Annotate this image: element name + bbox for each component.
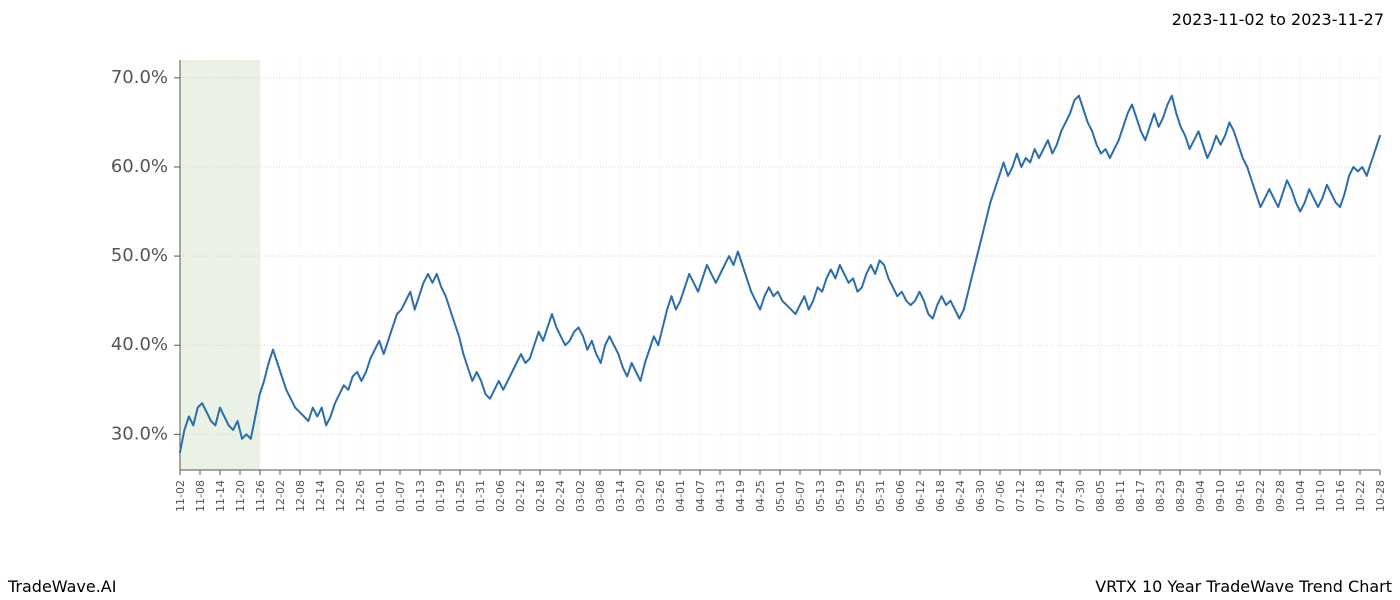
svg-text:04-01: 04-01 <box>674 480 687 512</box>
svg-text:04-25: 04-25 <box>754 480 767 512</box>
svg-text:07-24: 07-24 <box>1054 480 1067 512</box>
svg-text:07-30: 07-30 <box>1074 480 1087 512</box>
svg-text:02-24: 02-24 <box>554 480 567 512</box>
svg-text:01-01: 01-01 <box>374 480 387 512</box>
svg-text:08-05: 08-05 <box>1094 480 1107 512</box>
svg-text:01-19: 01-19 <box>434 480 447 512</box>
svg-text:01-31: 01-31 <box>474 480 487 512</box>
svg-text:10-04: 10-04 <box>1294 480 1307 512</box>
svg-text:09-22: 09-22 <box>1254 480 1267 512</box>
svg-text:12-26: 12-26 <box>354 480 367 512</box>
svg-text:07-18: 07-18 <box>1034 480 1047 512</box>
svg-text:10-22: 10-22 <box>1354 480 1367 512</box>
svg-text:09-04: 09-04 <box>1194 480 1207 512</box>
svg-text:01-07: 01-07 <box>394 480 407 512</box>
svg-text:03-02: 03-02 <box>574 480 587 512</box>
svg-text:06-30: 06-30 <box>974 480 987 512</box>
svg-text:09-10: 09-10 <box>1214 480 1227 512</box>
svg-text:12-14: 12-14 <box>314 480 327 512</box>
svg-text:04-19: 04-19 <box>734 480 747 512</box>
trend-chart: 30.0% 40.0% 50.0% 60.0% 70.0% 11-02 11-08 11-14… <box>0 40 1400 560</box>
svg-text:60.0%: 60.0% <box>111 156 168 177</box>
svg-text:11-14: 11-14 <box>214 480 227 512</box>
svg-text:08-29: 08-29 <box>1174 480 1187 512</box>
svg-text:02-06: 02-06 <box>494 480 507 512</box>
svg-text:06-18: 06-18 <box>934 480 947 512</box>
svg-text:11-26: 11-26 <box>254 480 267 512</box>
svg-text:05-01: 05-01 <box>774 480 787 512</box>
svg-text:40.0%: 40.0% <box>111 334 168 355</box>
svg-text:11-08: 11-08 <box>194 480 207 512</box>
svg-text:06-24: 06-24 <box>954 480 967 512</box>
svg-text:04-07: 04-07 <box>694 480 707 512</box>
svg-text:12-02: 12-02 <box>274 480 287 512</box>
chart-container: 30.0% 40.0% 50.0% 60.0% 70.0% 11-02 11-08 11-14… <box>0 40 1400 560</box>
svg-text:10-16: 10-16 <box>1334 480 1347 512</box>
svg-text:03-08: 03-08 <box>594 480 607 512</box>
chart-title: VRTX 10 Year TradeWave Trend Chart <box>1095 577 1392 596</box>
svg-text:10-28: 10-28 <box>1374 480 1387 512</box>
svg-text:12-08: 12-08 <box>294 480 307 512</box>
svg-text:07-12: 07-12 <box>1014 480 1027 512</box>
svg-text:06-06: 06-06 <box>894 480 907 512</box>
date-range-label: 2023-11-02 to 2023-11-27 <box>1172 10 1384 29</box>
svg-text:11-02: 11-02 <box>174 480 187 512</box>
svg-text:50.0%: 50.0% <box>111 245 168 266</box>
svg-text:10-10: 10-10 <box>1314 480 1327 512</box>
svg-text:01-25: 01-25 <box>454 480 467 512</box>
svg-text:05-13: 05-13 <box>814 480 827 512</box>
svg-text:02-18: 02-18 <box>534 480 547 512</box>
svg-text:08-23: 08-23 <box>1154 480 1167 512</box>
svg-text:02-12: 02-12 <box>514 480 527 512</box>
svg-text:07-06: 07-06 <box>994 480 1007 512</box>
svg-text:12-20: 12-20 <box>334 480 347 512</box>
brand-label: TradeWave.AI <box>8 577 116 596</box>
svg-text:04-13: 04-13 <box>714 480 727 512</box>
svg-text:70.0%: 70.0% <box>111 67 168 88</box>
svg-text:09-28: 09-28 <box>1274 480 1287 512</box>
svg-text:05-07: 05-07 <box>794 480 807 512</box>
svg-text:08-11: 08-11 <box>1114 480 1127 512</box>
svg-text:05-19: 05-19 <box>834 480 847 512</box>
svg-text:03-26: 03-26 <box>654 480 667 512</box>
svg-text:09-16: 09-16 <box>1234 480 1247 512</box>
svg-text:03-14: 03-14 <box>614 480 627 512</box>
svg-text:06-12: 06-12 <box>914 480 927 512</box>
svg-text:08-17: 08-17 <box>1134 480 1147 512</box>
svg-text:05-31: 05-31 <box>874 480 887 512</box>
svg-text:11-20: 11-20 <box>234 480 247 512</box>
svg-text:30.0%: 30.0% <box>111 423 168 444</box>
svg-text:03-20: 03-20 <box>634 480 647 512</box>
svg-text:01-13: 01-13 <box>414 480 427 512</box>
svg-text:05-25: 05-25 <box>854 480 867 512</box>
